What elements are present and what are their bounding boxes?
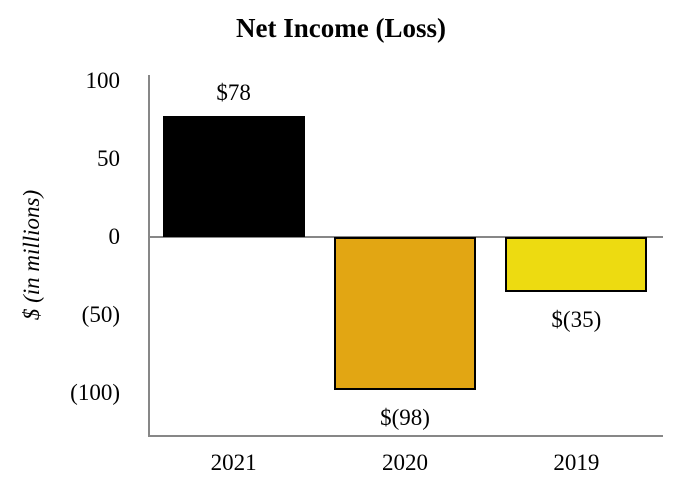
y-tick-label: 50 [97,146,120,172]
x-category-label: 2021 [210,450,257,475]
y-tick-label: (50) [81,302,120,328]
x-axis-line [148,435,663,437]
y-tick-label: 0 [108,224,121,250]
y-axis-title: $ (in millions) [19,189,44,321]
bar-value-label: $(98) [380,405,430,431]
bar-value-label: $78 [216,79,251,105]
bar-2020 [334,237,476,391]
bar-value-label: $(35) [551,306,602,332]
y-tick-label: 100 [85,68,121,94]
bar-2021 [162,115,305,238]
y-tick-label: (100) [70,380,120,406]
chart-title: Net Income (Loss) [236,13,446,43]
bar-2019 [505,237,648,292]
y-axis-line [148,75,150,437]
x-category-label: 2020 [382,450,428,475]
x-category-label: 2019 [553,450,600,475]
